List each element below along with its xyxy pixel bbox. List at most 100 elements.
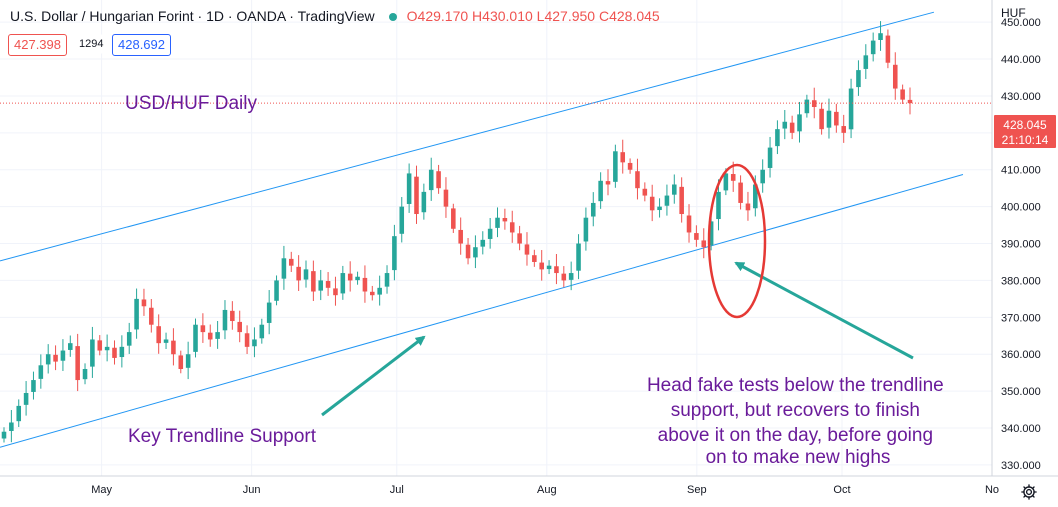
candle bbox=[9, 410, 14, 443]
candle-body bbox=[590, 202, 596, 217]
time-axis[interactable] bbox=[0, 476, 992, 507]
candle-body bbox=[134, 298, 139, 330]
candle-body bbox=[370, 291, 375, 296]
candle-body bbox=[296, 266, 301, 281]
candle-body bbox=[222, 309, 228, 331]
candle-body bbox=[524, 244, 530, 255]
candle bbox=[16, 399, 22, 428]
buy-button[interactable]: 428.692 bbox=[112, 34, 171, 56]
candle bbox=[627, 158, 633, 174]
candle bbox=[885, 29, 891, 69]
support-label: Key Trendline Support bbox=[128, 426, 317, 447]
high-value: 430.010 bbox=[482, 8, 533, 24]
candle-body bbox=[68, 343, 73, 350]
candle-body bbox=[546, 265, 552, 270]
candle-body bbox=[185, 354, 191, 368]
candle bbox=[112, 340, 117, 365]
price-tick-label: 440.000 bbox=[1001, 54, 1041, 66]
candle bbox=[370, 285, 375, 301]
candle bbox=[149, 299, 154, 333]
price-tick-label: 350.000 bbox=[1001, 386, 1041, 398]
open-label: O bbox=[406, 8, 418, 24]
candle-body bbox=[642, 188, 648, 196]
candle bbox=[598, 172, 603, 209]
candle bbox=[745, 191, 751, 221]
candle bbox=[480, 231, 486, 255]
candle-body bbox=[325, 281, 331, 288]
candle bbox=[649, 184, 655, 222]
candle-body bbox=[149, 307, 154, 325]
symbol-header: U.S. Dollar / Hungarian Forint · 1D · OA… bbox=[10, 8, 660, 24]
candle bbox=[576, 234, 581, 280]
candle bbox=[487, 218, 493, 249]
candle-body bbox=[230, 310, 235, 322]
candle-body bbox=[384, 273, 390, 287]
candle-body bbox=[907, 99, 913, 104]
candle bbox=[657, 198, 662, 218]
candle-body bbox=[362, 277, 368, 292]
candle-body bbox=[539, 262, 544, 270]
candle bbox=[856, 60, 861, 96]
candle-body bbox=[635, 171, 640, 189]
candle bbox=[635, 158, 640, 200]
candle bbox=[318, 269, 324, 301]
candle bbox=[679, 177, 684, 223]
sell-button[interactable]: 427.398 bbox=[8, 34, 67, 56]
candle bbox=[311, 260, 316, 302]
candle-body bbox=[90, 339, 95, 367]
candle-body bbox=[104, 346, 110, 351]
time-tick-label: May bbox=[91, 484, 112, 496]
candle bbox=[701, 228, 707, 259]
candle-body bbox=[834, 111, 839, 126]
candle-body bbox=[215, 332, 220, 339]
candle-body bbox=[333, 288, 338, 296]
candle bbox=[797, 101, 802, 143]
candle bbox=[333, 276, 338, 306]
price-axis[interactable] bbox=[992, 0, 1058, 476]
candle bbox=[672, 174, 677, 204]
candle bbox=[767, 136, 773, 178]
candle bbox=[694, 225, 699, 247]
candle-body bbox=[458, 229, 463, 244]
price-tick-label: 380.000 bbox=[1001, 275, 1041, 287]
candle bbox=[281, 245, 287, 290]
candle-body bbox=[421, 191, 427, 213]
candle-body bbox=[487, 228, 493, 239]
gear-icon[interactable] bbox=[1020, 483, 1038, 501]
candle-body bbox=[627, 162, 633, 170]
candle-body bbox=[686, 215, 692, 233]
candle-body bbox=[45, 354, 51, 365]
candle-body bbox=[856, 70, 861, 88]
candle bbox=[23, 381, 29, 416]
candle bbox=[53, 345, 58, 371]
candle bbox=[104, 334, 110, 362]
upper-channel-trendline[interactable] bbox=[0, 11, 935, 262]
candle bbox=[392, 224, 397, 281]
candle-body bbox=[878, 33, 883, 40]
candle bbox=[171, 328, 176, 366]
candle bbox=[428, 157, 434, 201]
candle bbox=[878, 21, 883, 51]
candle-body bbox=[664, 195, 670, 206]
candle bbox=[870, 32, 876, 62]
candle bbox=[583, 207, 589, 251]
candle bbox=[834, 103, 839, 133]
candle-body bbox=[193, 324, 198, 352]
candle-body bbox=[797, 114, 802, 132]
candle bbox=[561, 266, 567, 288]
candle-body bbox=[75, 346, 80, 381]
candle bbox=[863, 44, 869, 79]
candle-body bbox=[775, 129, 780, 147]
lower-channel-trendline[interactable] bbox=[0, 174, 964, 448]
candle bbox=[222, 300, 228, 340]
symbol-title[interactable]: U.S. Dollar / Hungarian Forint · 1D · OA… bbox=[10, 8, 375, 24]
candle bbox=[340, 265, 346, 300]
candle-body bbox=[16, 405, 22, 422]
candle bbox=[207, 324, 213, 347]
candle-body bbox=[701, 240, 707, 248]
time-tick-label: No bbox=[985, 484, 999, 496]
candle bbox=[362, 265, 368, 303]
candle bbox=[406, 163, 412, 213]
candle-body bbox=[605, 181, 611, 185]
